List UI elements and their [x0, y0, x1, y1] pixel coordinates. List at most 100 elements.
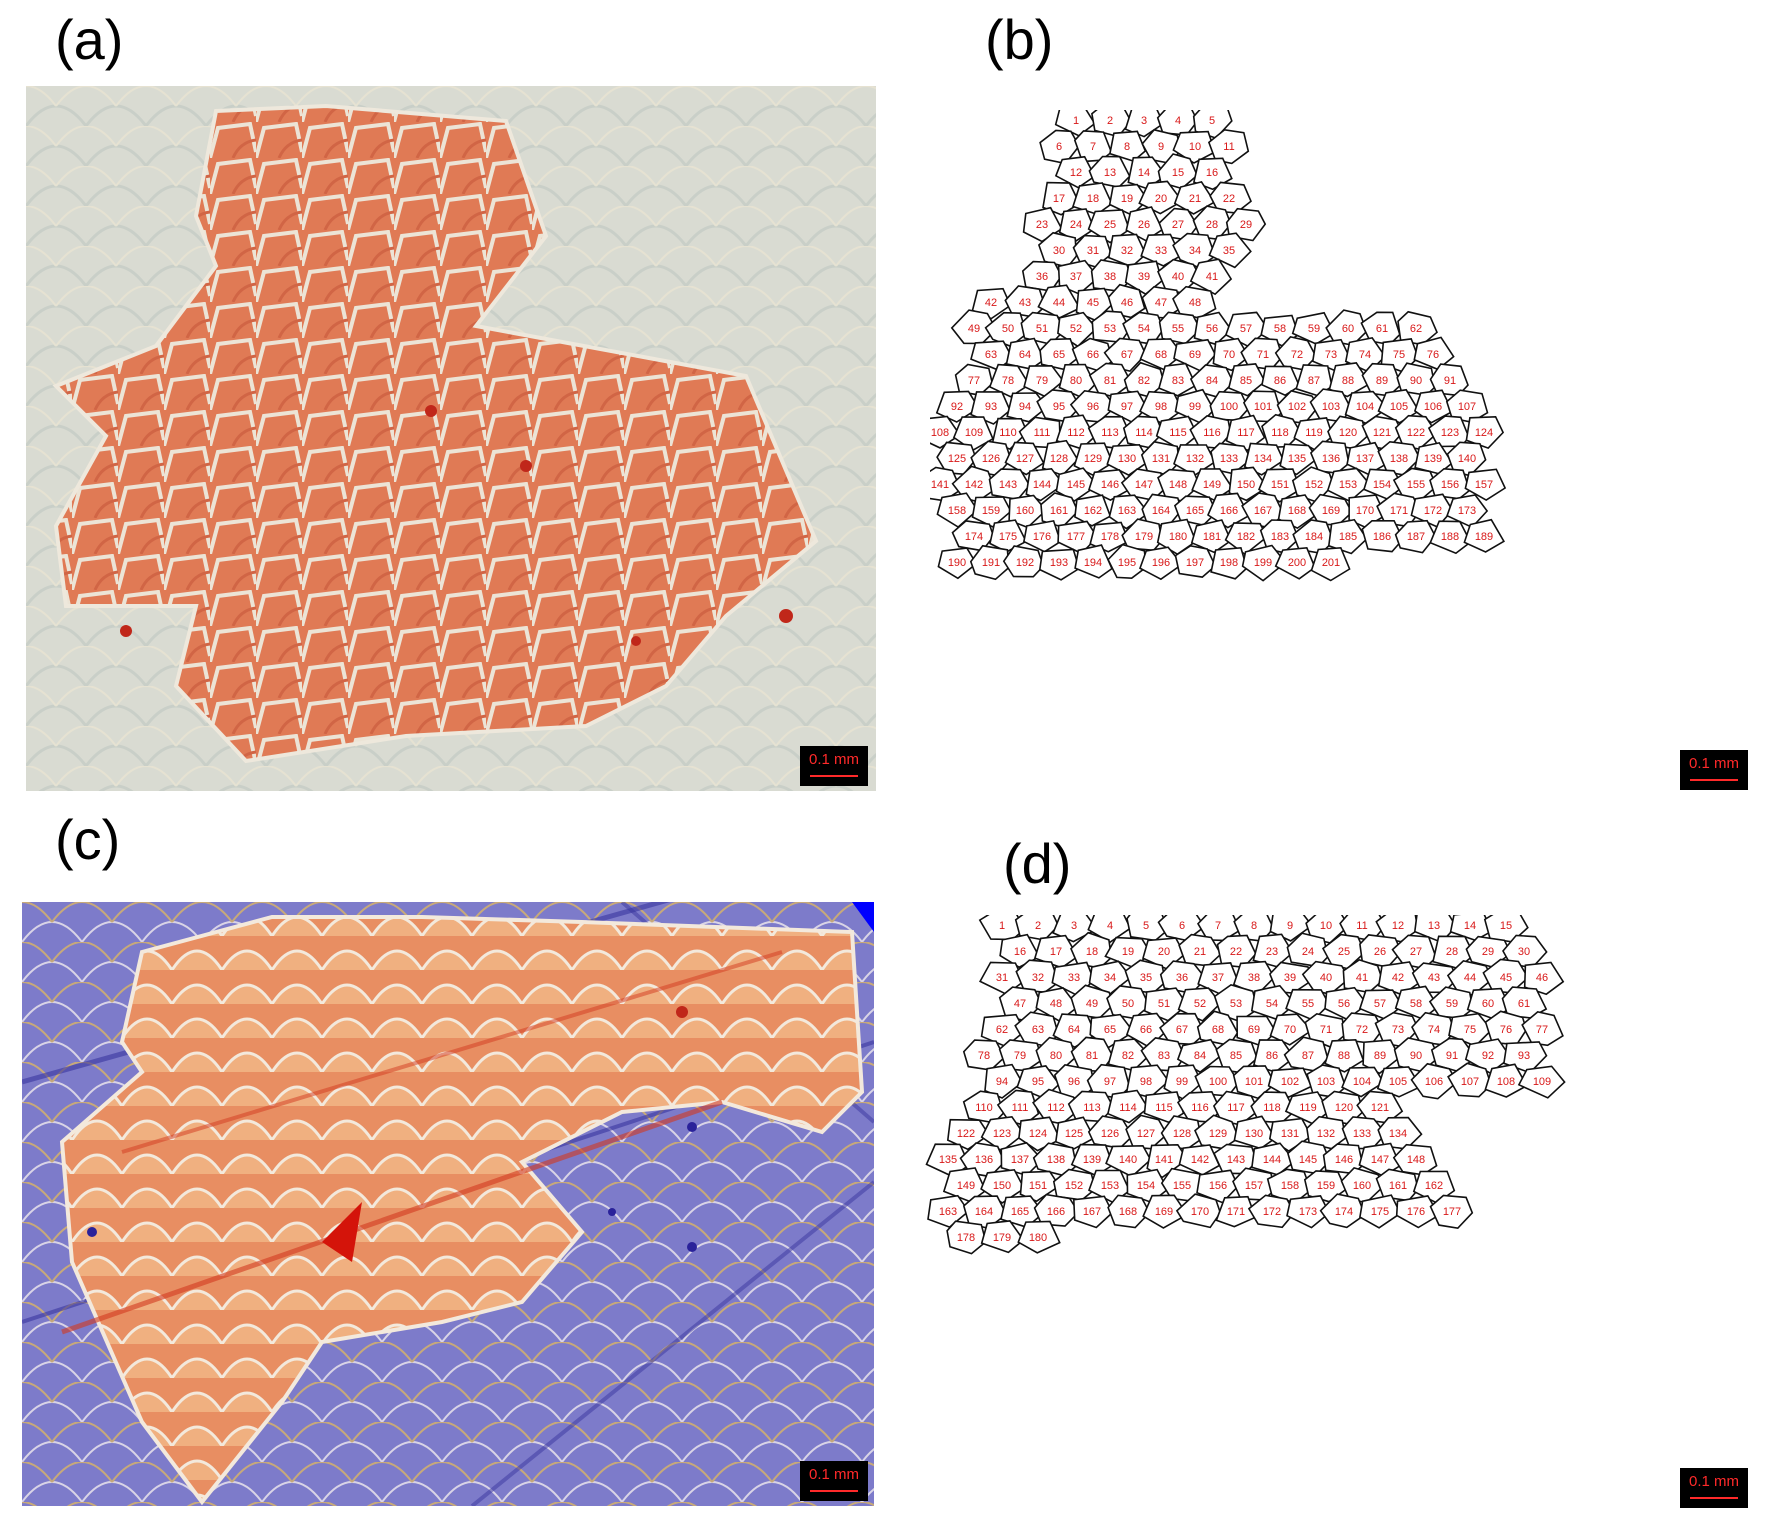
map-d-cell-number: 61 [1518, 998, 1530, 1010]
map-d-cell-number: 108 [1497, 1076, 1515, 1088]
map-b-cell-number: 68 [1155, 349, 1167, 361]
map-b-cell-number: 22 [1223, 193, 1235, 205]
map-b-cell-number: 160 [1016, 505, 1034, 517]
map-b-cell-number: 146 [1101, 479, 1119, 491]
map-d-cell-number: 89 [1374, 1050, 1386, 1062]
map-b-cell-number: 126 [982, 453, 1000, 465]
map-b-cell-number: 5 [1209, 115, 1215, 127]
map-d-cell-number: 34 [1104, 972, 1116, 984]
map-d-cell-number: 151 [1029, 1180, 1047, 1192]
map-d-cell-number: 9 [1287, 920, 1293, 932]
map-b-cell-number: 24 [1070, 219, 1082, 231]
map-b-cell-number: 6 [1056, 141, 1062, 153]
map-b-cell-number: 65 [1053, 349, 1065, 361]
map-b-cell-outline [1037, 284, 1081, 319]
map-d-cell-number: 39 [1284, 972, 1296, 984]
map-d-cell-number: 140 [1119, 1154, 1137, 1166]
map-b-cell-number: 43 [1019, 297, 1031, 309]
map-b-cell-outline [1138, 180, 1184, 215]
map-b-cell-number: 96 [1087, 401, 1099, 413]
map-d-cell-number: 99 [1176, 1076, 1188, 1088]
map-d-cell-number: 18 [1086, 946, 1098, 958]
map-b-cell-number: 150 [1237, 479, 1255, 491]
map-d-cell-outline [1054, 1116, 1096, 1150]
map-b-cell-number: 44 [1053, 297, 1065, 309]
scale-bar-a: 0.1 mm [800, 746, 868, 786]
map-d-cell-number: 120 [1335, 1102, 1353, 1114]
map-d-cell-number: 75 [1464, 1024, 1476, 1036]
map-b-cell-outline [1464, 468, 1507, 502]
map-b-cell-number: 120 [1339, 427, 1357, 439]
map-d-cell-number: 26 [1374, 946, 1386, 958]
map-d-cell-outline [1033, 1193, 1080, 1227]
map-b-cell-number: 128 [1050, 453, 1068, 465]
map-b-cell-number: 186 [1373, 531, 1391, 543]
map-b-cell-outline [952, 416, 994, 452]
map-b-cell-number: 23 [1036, 219, 1048, 231]
map-b-cell-number: 50 [1002, 323, 1014, 335]
map-b-cell-outline [1413, 389, 1454, 424]
map-d-cell-number: 51 [1158, 998, 1170, 1010]
map-b-cell-outline [1074, 544, 1113, 579]
map-b-cell-number: 139 [1424, 453, 1442, 465]
map-b-cell-number: 158 [948, 505, 966, 517]
map-b-cell-number: 61 [1376, 323, 1388, 335]
map-d-cell-number: 98 [1140, 1076, 1152, 1088]
map-b-cell-number: 70 [1223, 349, 1235, 361]
map-d-cell-number: 141 [1155, 1154, 1173, 1166]
map-b-cell-number: 141 [931, 479, 949, 491]
map-b-cell-number: 77 [968, 375, 980, 387]
map-d-cell-outline [1319, 1193, 1366, 1229]
map-b-cell-outline [1241, 544, 1287, 582]
map-d-cell-number: 70 [1284, 1024, 1296, 1036]
map-d-cell-number: 177 [1443, 1206, 1461, 1218]
map-b-cell-outline [1038, 548, 1081, 581]
cell-outline-map-b: 1 2 3 4 5 6 7 8 9 10 11 12 13 14 15 16 17 18 19 20 21 22 23 24 2… [930, 110, 1690, 800]
map-d-cell-number: 28 [1446, 946, 1458, 958]
map-d-cell-number: 62 [996, 1024, 1008, 1036]
map-d-cell-number: 97 [1104, 1076, 1116, 1088]
panel-b-label: (b) [985, 8, 1054, 71]
map-b-cell-number: 62 [1410, 323, 1422, 335]
map-b-cell-number: 161 [1050, 505, 1068, 517]
map-b-cell-number: 133 [1220, 453, 1238, 465]
map-d-cell-number: 106 [1425, 1076, 1443, 1088]
map-b-cell-number: 14 [1138, 167, 1150, 179]
map-d-cell-number: 85 [1230, 1050, 1242, 1062]
map-b-cell-number: 11 [1223, 141, 1234, 153]
map-d-cell-number: 63 [1032, 1024, 1044, 1036]
map-d-cell-number: 31 [996, 972, 1008, 984]
map-b-cell-number: 113 [1101, 427, 1119, 439]
map-d-cell-number: 12 [1392, 920, 1404, 932]
map-d-cell-number: 69 [1248, 1024, 1260, 1036]
map-b-cell-number: 131 [1152, 453, 1170, 465]
map-b-cell-number: 200 [1288, 557, 1306, 569]
map-d-cell-outline [1484, 1063, 1528, 1098]
map-d-cell-number: 91 [1446, 1050, 1458, 1062]
map-d-cell-outline [984, 1063, 1024, 1099]
map-b-cell-number: 183 [1271, 531, 1289, 543]
map-b-cell-number: 178 [1101, 531, 1119, 543]
map-d-cell-outline [1429, 1194, 1474, 1230]
map-d-cell-outline [1019, 1170, 1061, 1203]
map-b-cell-number: 8 [1124, 141, 1130, 153]
map-b-cell-number: 74 [1359, 349, 1371, 361]
map-b-cell-number: 108 [931, 427, 949, 439]
map-d-cell-number: 129 [1209, 1128, 1227, 1140]
map-b-cell-outline [1107, 543, 1148, 580]
map-b-cell-number: 94 [1019, 401, 1031, 413]
map-d-cell-number: 17 [1050, 946, 1062, 958]
map-d-cell-number: 23 [1266, 946, 1278, 958]
scale-bar-d-label: 0.1 mm [1688, 1473, 1739, 1490]
map-b-cell-outline [1174, 544, 1217, 578]
map-b-cell-number: 138 [1390, 453, 1408, 465]
map-b-cell-number: 86 [1274, 375, 1286, 387]
map-d-cell-number: 134 [1389, 1128, 1407, 1140]
map-d-cell-number: 171 [1227, 1206, 1245, 1218]
map-b-cell-number: 34 [1189, 245, 1201, 257]
map-d-cell-number: 76 [1500, 1024, 1512, 1036]
map-b-cell-number: 93 [985, 401, 997, 413]
map-b-cell-number: 30 [1053, 245, 1065, 257]
map-b-cell-number: 157 [1475, 479, 1493, 491]
